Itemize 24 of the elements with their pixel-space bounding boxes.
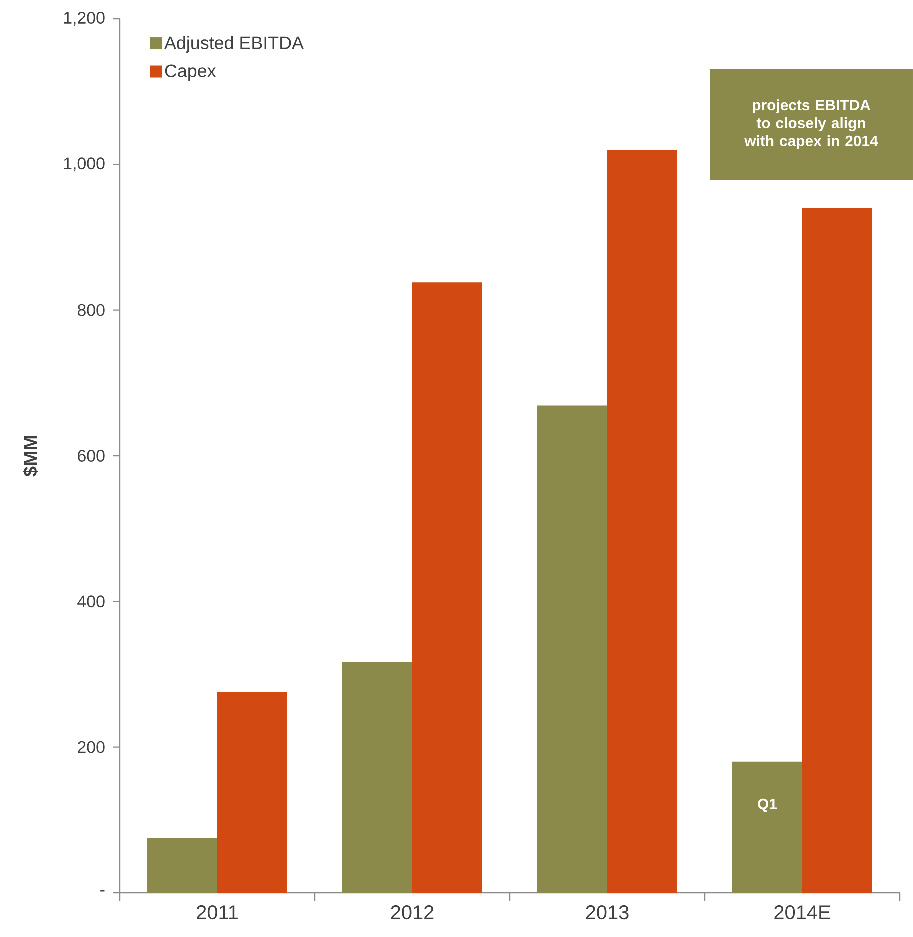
y-tick-label: 600: [78, 450, 105, 462]
x-tick-label: 2011: [197, 906, 238, 920]
y-tick-label: 200: [78, 741, 105, 754]
y-axis-title: $MM: [23, 436, 38, 477]
y-tick-label: -: [100, 890, 105, 892]
bar: [218, 692, 288, 893]
bar: [732, 762, 803, 893]
bar: [412, 282, 482, 893]
y-tick-label: 1,200: [64, 12, 105, 26]
x-tick-label: 2014E: [774, 906, 830, 920]
bar: [342, 662, 412, 893]
bar: [802, 208, 872, 893]
x-tick-label: 2012: [391, 906, 434, 920]
annotation: Q1: [758, 798, 778, 812]
y-tick-label: 1,000: [64, 158, 105, 172]
bar: [148, 838, 218, 893]
y-tick-label: 800: [78, 304, 105, 316]
bar: [538, 406, 608, 893]
bar: [608, 150, 678, 893]
y-tick-label: 400: [78, 596, 105, 608]
annotation: projects EBITDA to closely align with capex in 2014: [744, 100, 878, 150]
x-tick-label: 2013: [586, 906, 629, 920]
legend-label: Capex: [165, 64, 216, 81]
legend-label: Adjusted EBITDA: [164, 36, 304, 53]
